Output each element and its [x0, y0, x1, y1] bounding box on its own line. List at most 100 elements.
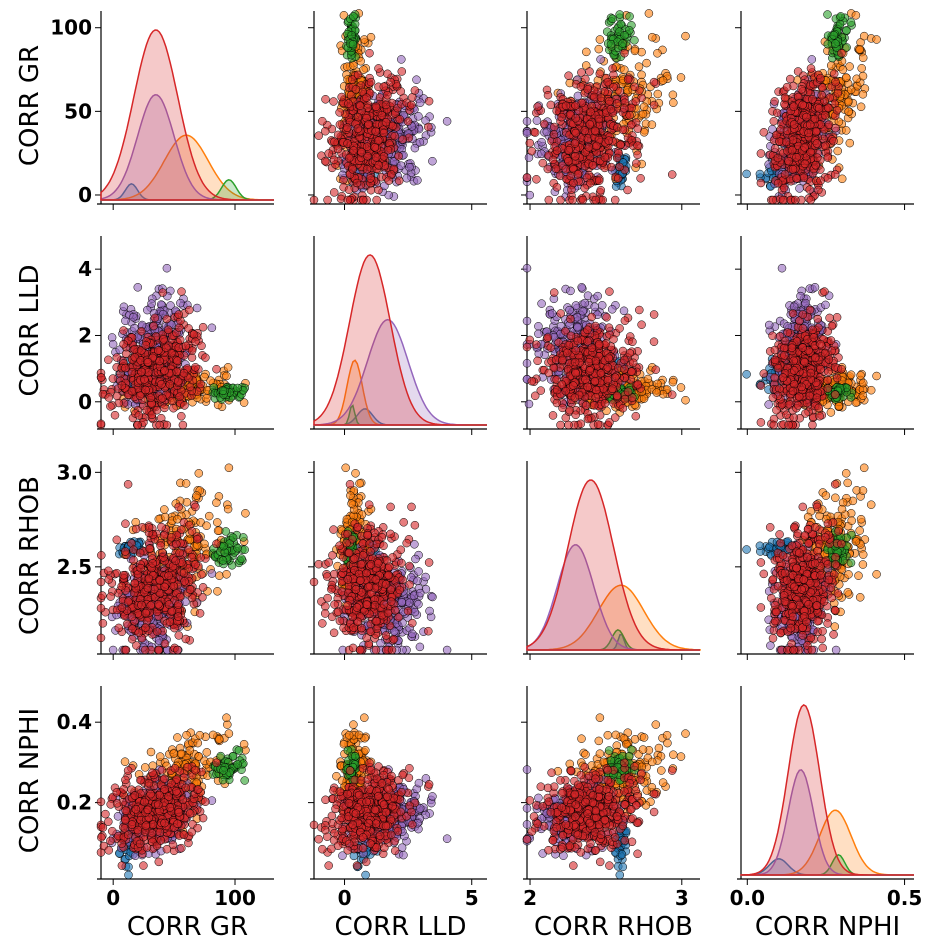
scatter-point [769, 116, 779, 126]
scatter-point [323, 195, 332, 205]
scatter-point [787, 145, 797, 155]
scatter-point [119, 326, 128, 335]
kde-curve [100, 29, 274, 201]
scatter-point [407, 100, 416, 110]
scatter-point [623, 185, 632, 195]
scatter-point [558, 355, 567, 365]
scatter-point [524, 399, 534, 409]
scatter-point [569, 178, 578, 188]
scatter-point [162, 314, 172, 324]
scatter-point [112, 353, 122, 362]
scatter-point [578, 195, 588, 205]
scatter-point [129, 312, 138, 322]
scatter-point [633, 380, 643, 389]
scatter-point [649, 337, 659, 346]
scatter-point [185, 382, 195, 392]
scatter-point [633, 150, 642, 160]
scatter-point [823, 39, 833, 49]
scatter-point [141, 385, 150, 395]
scatter-point [814, 185, 823, 195]
scatter-point [155, 420, 164, 430]
scatter-point [564, 340, 574, 350]
scatter-point [806, 64, 816, 73]
scatter-point [384, 176, 393, 185]
scatter-point [644, 9, 654, 18]
scatter-point [222, 371, 231, 381]
scatter-point [372, 195, 381, 205]
scatter-point [581, 375, 590, 384]
scatter-point [804, 128, 813, 138]
scatter-point [623, 387, 633, 397]
scatter-point [583, 85, 592, 94]
scatter-point [173, 356, 182, 366]
scatter-point [593, 291, 602, 301]
scatter-point [320, 156, 330, 166]
scatter-point [551, 164, 561, 174]
scatter-point [583, 414, 593, 424]
scatter-point [681, 31, 690, 41]
scatter-point [544, 195, 554, 205]
scatter-point [381, 100, 391, 110]
scatter-point [610, 195, 620, 205]
scatter-point [829, 136, 838, 146]
scatter-point [821, 141, 830, 151]
scatter-point [386, 77, 395, 87]
scatter-point [811, 160, 820, 170]
scatter-point [537, 137, 546, 147]
scatter-point [405, 162, 414, 172]
scatter-point [630, 82, 639, 92]
scatter-point [594, 44, 604, 54]
scatter-point [596, 185, 606, 195]
scatter-point [591, 195, 601, 205]
scatter-point [802, 112, 811, 122]
scatter-point [177, 411, 186, 421]
scatter-point [160, 366, 169, 375]
scatter-point [112, 391, 122, 401]
scatter-point [669, 98, 678, 107]
scatter-point [522, 359, 532, 368]
scatter-point [530, 128, 540, 137]
scatter-point [329, 97, 338, 106]
scatter-point [218, 386, 228, 396]
scatter-point [668, 377, 678, 387]
scatter-point [590, 376, 600, 386]
scatter-point [175, 323, 184, 332]
scatter-point [370, 143, 380, 152]
scatter-point [548, 155, 558, 165]
panel-r0-c2 [521, 9, 700, 210]
panel-r1-c2 [521, 236, 700, 435]
scatter-point [858, 53, 868, 63]
scatter-point [172, 367, 181, 376]
scatter-point [522, 129, 532, 138]
scatter-point [196, 379, 205, 389]
scatter-point [631, 411, 641, 421]
scatter-point [543, 333, 553, 342]
scatter-point [812, 139, 822, 148]
panel-r1-c1 [310, 236, 487, 435]
scatter-point [104, 355, 113, 365]
scatter-point [791, 195, 800, 205]
scatter-point [552, 146, 562, 155]
scatter-point [344, 185, 354, 194]
scatter-point [146, 393, 155, 403]
scatter-point [564, 145, 574, 155]
scatter-point [365, 48, 374, 58]
scatter-point [846, 18, 856, 27]
scatter-point [566, 286, 575, 296]
scatter-point [824, 103, 833, 113]
scatter-point [605, 418, 614, 427]
scatter-point [561, 386, 571, 396]
scatter-point [589, 401, 599, 410]
scatter-point [371, 127, 381, 136]
scatter-point [571, 128, 581, 138]
scatter-point [564, 156, 573, 166]
scatter-point [597, 301, 607, 310]
scatter-point [571, 368, 580, 378]
scatter-point [755, 169, 765, 179]
scatter-point [532, 175, 541, 184]
scatter-point [344, 153, 354, 163]
scatter-point [594, 339, 604, 349]
scatter-point [356, 101, 365, 111]
scatter-point [603, 77, 613, 87]
scatter-point [643, 374, 653, 384]
